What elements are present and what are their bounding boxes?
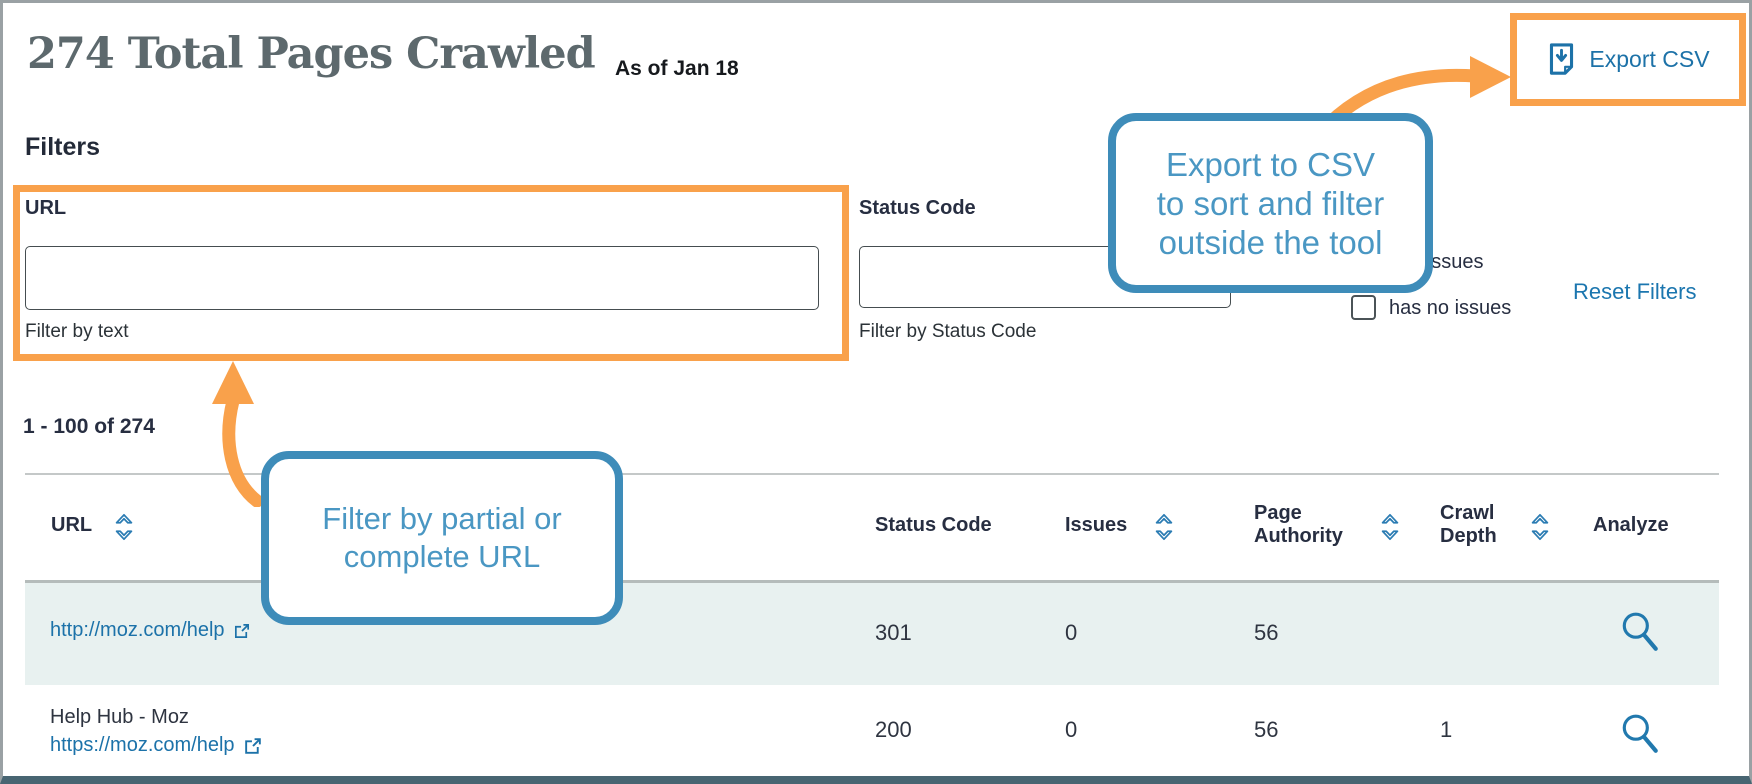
cell-issues: 0 [1065,717,1078,742]
column-header-page-authority: Page Authority [1254,502,1343,547]
status-filter-input[interactable] [859,246,1231,308]
external-link-icon [233,622,251,640]
cell-issues: 0 [1065,620,1078,645]
sort-icon[interactable] [1379,509,1401,545]
cell-status-code: 301 [875,620,912,645]
analyze-magnifier-icon[interactable] [1619,610,1661,654]
table-row [25,580,1719,685]
url-filter-input[interactable] [25,246,819,310]
sort-icon[interactable] [113,509,135,545]
sort-icon[interactable] [1153,509,1175,545]
column-header-crawl-depth: Crawl Depth [1440,502,1497,547]
annotation-arrow-to-url-filter [212,361,264,507]
has-issues-checkbox[interactable] [1351,249,1376,274]
table-row [25,685,1719,776]
callout-text-line: Filter by partial or [322,501,562,536]
status-filter-caption: Filter by Status Code [859,321,1037,342]
row-url-link[interactable]: https://moz.com/help [50,734,263,757]
row-url-link[interactable]: http://moz.com/help [50,619,251,642]
export-file-download-icon [1546,41,1577,78]
row-url-text: https://moz.com/help [50,734,235,756]
has-no-issues-checkbox[interactable] [1351,295,1376,320]
row-url-text: http://moz.com/help [50,619,225,641]
filters-heading: Filters [25,133,101,161]
callout-text-line: to sort and filter [1156,184,1385,222]
analyze-magnifier-icon[interactable] [1619,712,1661,756]
row-page-title: Help Hub - Moz [50,706,189,728]
page-title: 274 Total Pages Crawled [27,29,596,79]
callout-text-line: Export to CSV [1165,145,1376,183]
export-csv-label: Export CSV [1589,46,1710,72]
has-issues-label: has issues [1389,251,1484,273]
column-header-issues: Issues [1065,514,1128,536]
url-filter-label: URL [25,197,67,219]
result-count: 1 - 100 of 274 [23,415,155,438]
table-top-divider [25,473,1719,475]
reset-filters-link[interactable]: Reset Filters [1573,279,1697,304]
column-header-status-code: Status Code [875,514,992,536]
url-filter-caption: Filter by text [25,321,129,342]
sort-icon[interactable] [1529,509,1551,545]
export-csv-button[interactable]: Export CSV [1524,27,1732,92]
cell-status-code: 200 [875,717,912,742]
cell-page-authority: 56 [1254,717,1279,742]
as-of-date: As of Jan 18 [615,57,739,80]
cell-page-authority: 56 [1254,620,1279,645]
column-header-url: URL [51,514,93,536]
cell-crawl-depth: 1 [1440,717,1453,742]
status-filter-label: Status Code [859,197,976,219]
has-no-issues-label: has no issues [1389,297,1512,319]
external-link-icon [243,736,263,756]
callout-text-line: complete URL [343,539,541,574]
column-header-analyze: Analyze [1593,514,1669,536]
annotation-arrow-to-export [1311,56,1511,142]
